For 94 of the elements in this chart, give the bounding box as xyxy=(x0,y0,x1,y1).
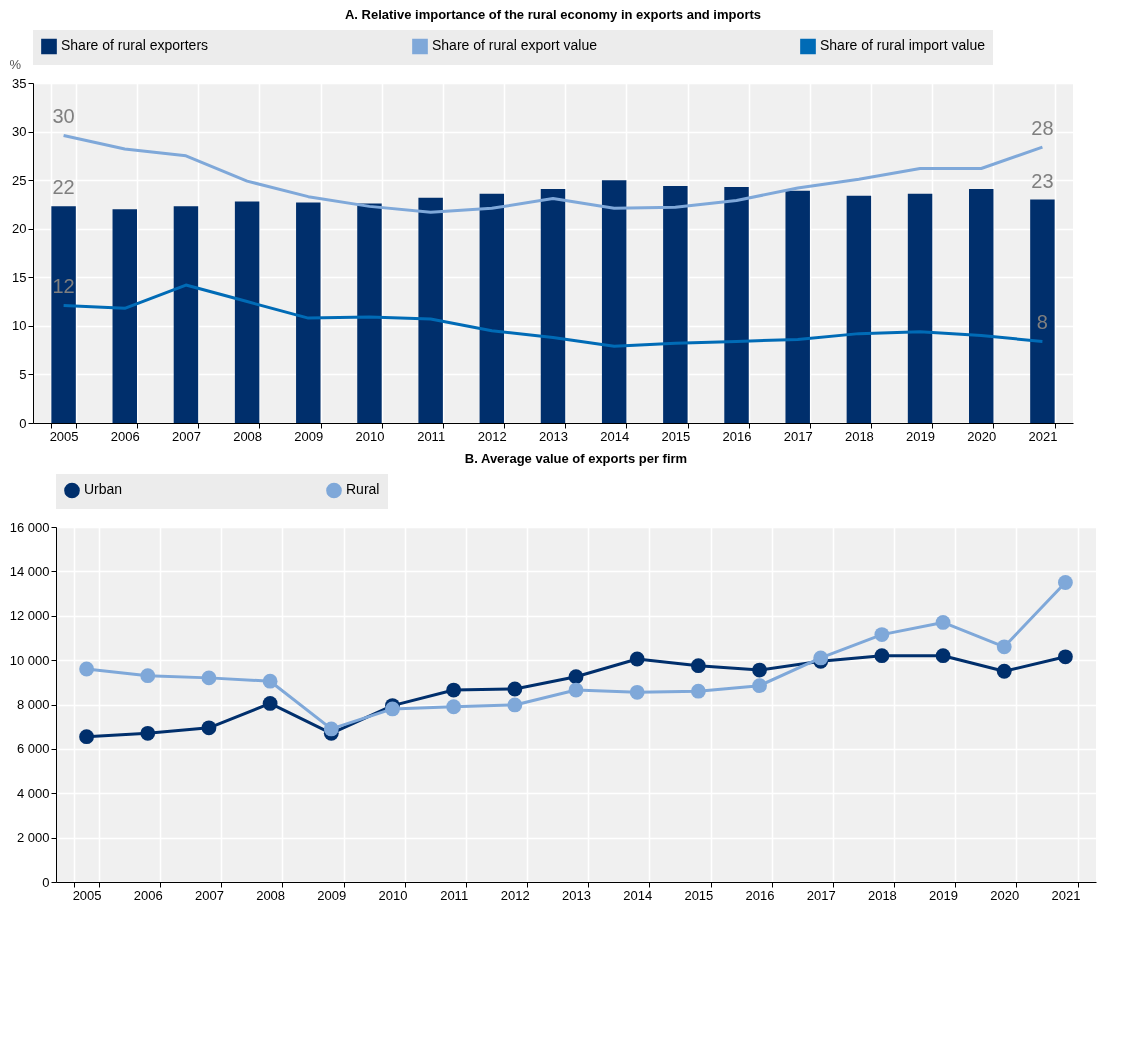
y-tick-label: 6 000 xyxy=(16,741,50,757)
x-tick-label: 2007 xyxy=(171,428,201,444)
y-tick-label: 16 000 xyxy=(9,519,50,535)
y-tick-label: 20 xyxy=(12,221,27,237)
x-tick-label: 2005 xyxy=(49,428,79,444)
x-tick-label: 2020 xyxy=(967,428,997,444)
x-tick-label: 2006 xyxy=(133,887,163,903)
x-tick-label: 2014 xyxy=(623,887,653,903)
point xyxy=(262,673,278,689)
data-label: 22 xyxy=(52,176,75,199)
point xyxy=(1058,649,1073,665)
x-tick-label: 2011 xyxy=(417,428,446,444)
y-tick-label: 8 000 xyxy=(16,697,50,712)
x-tick-label: 2010 xyxy=(378,887,408,903)
point xyxy=(140,668,156,684)
data-label: 8 xyxy=(1036,311,1048,334)
point xyxy=(140,725,156,741)
legend-label: Share of rural exporters xyxy=(61,37,209,54)
x-tick-label: 2016 xyxy=(722,428,752,444)
x-tick-label: 2020 xyxy=(990,887,1020,903)
x-tick-label: 2013 xyxy=(539,428,568,444)
y-tick-label: 35 xyxy=(12,75,27,91)
point xyxy=(874,648,890,664)
point xyxy=(446,682,462,698)
y-tick-label: 15 xyxy=(12,269,27,285)
point xyxy=(79,729,94,745)
x-tick-label: 2018 xyxy=(844,428,874,444)
x-tick-label: 2007 xyxy=(194,887,224,903)
data-label: 28 xyxy=(1031,117,1054,140)
x-tick-label: 2008 xyxy=(233,428,263,444)
x-tick-label: 2005 xyxy=(72,887,102,903)
point xyxy=(874,627,890,643)
legend-label: Share of rural export value xyxy=(432,37,598,54)
point xyxy=(1058,575,1073,590)
point xyxy=(79,661,94,677)
point xyxy=(996,639,1012,655)
y-tick-label: 14 000 xyxy=(9,563,50,579)
point xyxy=(262,695,278,711)
x-tick-label: 2021 xyxy=(1028,428,1058,444)
y-tick-label: 25 xyxy=(12,172,27,188)
x-tick-label: 2008 xyxy=(256,887,286,903)
x-tick-label: 2018 xyxy=(867,887,897,903)
x-tick-label: 2021 xyxy=(1051,887,1081,903)
data-label: 23 xyxy=(1031,169,1054,192)
x-tick-label: 2012 xyxy=(477,428,507,444)
x-tick-label: 2006 xyxy=(110,428,140,444)
point xyxy=(690,683,706,699)
point xyxy=(446,699,462,715)
y-tick-label: 2 000 xyxy=(16,830,50,846)
legend-label: Share of rural import value xyxy=(820,37,986,54)
y-tick-label: 0 xyxy=(19,415,27,431)
x-tick-label: 2019 xyxy=(906,428,936,444)
point xyxy=(507,697,523,713)
chart-title: A. Relative importance of the rural economy in exports and imports xyxy=(344,7,762,22)
y-tick-label: 4 000 xyxy=(16,785,50,801)
y-tick-label: 0 xyxy=(42,874,50,890)
x-tick-label: 2017 xyxy=(783,428,813,444)
point xyxy=(507,681,523,697)
x-tick-label: 2009 xyxy=(294,428,324,444)
data-label: 12 xyxy=(52,275,75,298)
x-tick-label: 2011 xyxy=(440,887,469,903)
point xyxy=(629,651,645,667)
point xyxy=(690,658,706,674)
x-tick-label: 2010 xyxy=(355,428,385,444)
x-tick-label: 2012 xyxy=(500,887,530,903)
legend-label: Urban xyxy=(84,481,123,498)
point xyxy=(935,615,951,630)
y-tick-label: 30 xyxy=(12,124,27,140)
point xyxy=(568,669,584,685)
data-label: 30 xyxy=(52,105,75,128)
point xyxy=(752,678,767,694)
x-tick-label: 2016 xyxy=(745,887,775,903)
chart-title: B. Average value of exports per firm xyxy=(464,451,688,466)
x-tick-label: 2014 xyxy=(600,428,630,444)
y-tick-label: 12 000 xyxy=(9,608,50,624)
point xyxy=(996,663,1012,679)
point xyxy=(629,684,645,700)
y-tick-label: 10 xyxy=(12,318,27,334)
x-tick-label: 2015 xyxy=(661,428,691,444)
point xyxy=(752,662,767,678)
point xyxy=(201,720,217,736)
point xyxy=(201,670,217,686)
x-tick-label: 2017 xyxy=(806,887,836,903)
y-axis-title: % xyxy=(9,56,22,72)
point xyxy=(323,721,339,737)
x-tick-label: 2015 xyxy=(684,887,714,903)
y-tick-label: 10 000 xyxy=(9,652,50,668)
point xyxy=(935,648,951,664)
legend-label: Rural xyxy=(346,481,380,498)
point xyxy=(568,682,584,698)
x-tick-label: 2009 xyxy=(317,887,347,903)
x-tick-label: 2013 xyxy=(562,887,591,903)
x-tick-label: 2019 xyxy=(929,887,959,903)
y-tick-label: 5 xyxy=(19,366,27,382)
